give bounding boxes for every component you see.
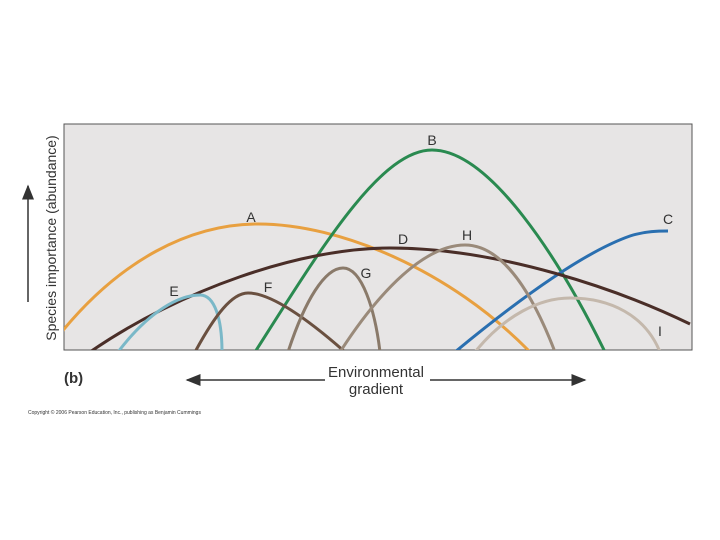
panel-label: (b) [64, 370, 83, 387]
copyright: Copyright © 2006 Pearson Education, Inc.… [28, 409, 201, 416]
curve-c [455, 229, 669, 350]
curve-label: D [398, 231, 408, 247]
curve-label: F [264, 279, 273, 295]
curve-label: H [462, 227, 472, 243]
x-axis-label: Environmental [328, 364, 424, 381]
curve-i [474, 296, 661, 350]
curve-e [117, 293, 224, 350]
curve-label: B [427, 132, 436, 148]
curve-label: A [246, 209, 256, 225]
curve-d [90, 246, 691, 350]
curve-label: I [658, 323, 662, 339]
curve-a [64, 222, 531, 350]
y-axis-label: Species importance (abundance) [43, 135, 59, 340]
curves [64, 148, 691, 350]
curve-b [254, 148, 606, 350]
curve-label: E [169, 283, 178, 299]
x-axis-label: gradient [349, 381, 404, 398]
curve-f [194, 291, 345, 350]
curve-h [339, 243, 556, 350]
curve-g [287, 266, 382, 350]
plot-area [63, 123, 693, 351]
curve-label: G [361, 265, 372, 281]
curve-label: C [663, 211, 673, 227]
